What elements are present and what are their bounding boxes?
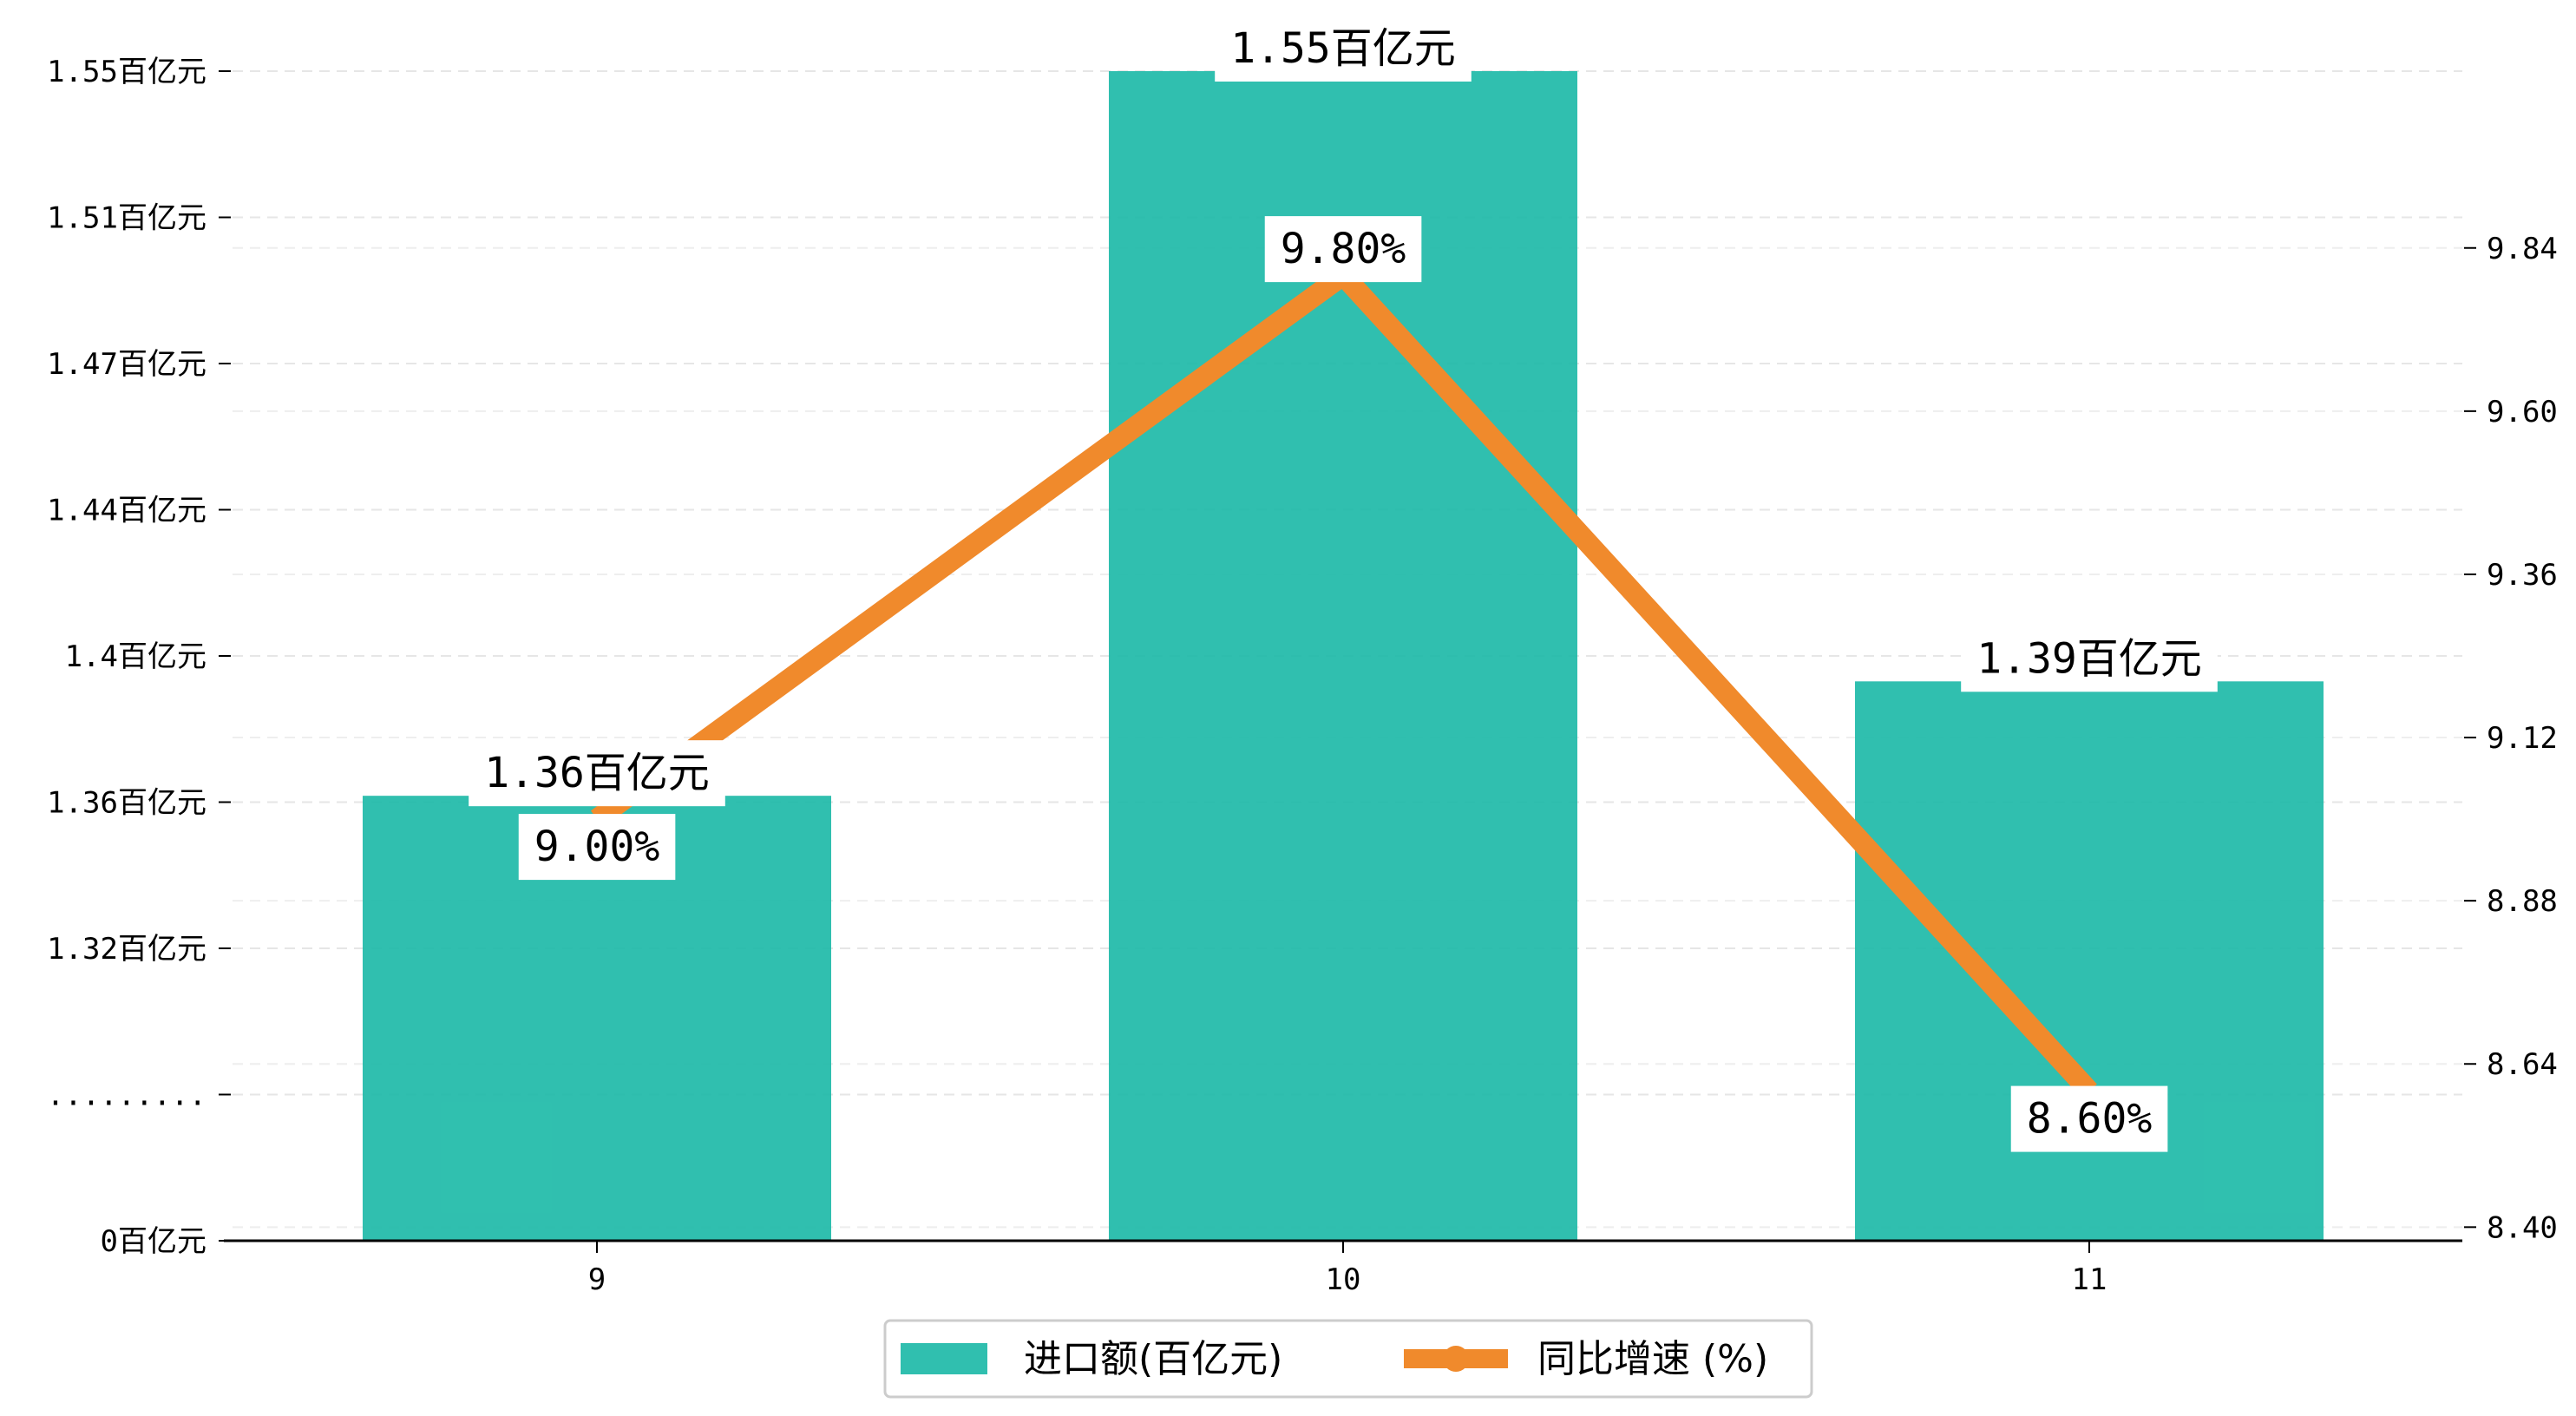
- y-left-tick-label: 1.44百亿元: [47, 494, 206, 528]
- growth-value-label-box: [1264, 216, 1422, 283]
- y-right-tick-label: 9.84: [2487, 232, 2558, 266]
- y-left-tick-label: 1.55百亿元: [47, 55, 206, 89]
- y-right-tick-label: 9.12: [2487, 721, 2558, 756]
- y-right-tick-label: 8.64: [2487, 1047, 2558, 1082]
- growth-value-label: 9.00%: [518, 814, 676, 881]
- y-left-tick-label: .........: [47, 1078, 206, 1113]
- bar-value-label-text: 1.55百亿元: [1230, 24, 1456, 73]
- growth-value-label-text: 9.80%: [1281, 225, 1406, 273]
- y-left-tick-label: 1.51百亿元: [47, 201, 206, 236]
- bar-value-label: 1.39百亿元: [1961, 626, 2218, 692]
- x-tick-label: 11: [2072, 1262, 2107, 1297]
- growth-value-label: 9.80%: [1264, 216, 1422, 283]
- legend-line-marker: [1443, 1346, 1469, 1372]
- y-right-tick-label: 9.60: [2487, 395, 2558, 429]
- y-left-tick-label: 1.32百亿元: [47, 932, 206, 967]
- bar-value-label-box: [1215, 16, 1472, 82]
- bar-value-label-text: 1.39百亿元: [1976, 634, 2202, 683]
- growth-value-label: 8.60%: [2010, 1085, 2168, 1152]
- y-left-tick-label: 0百亿元: [101, 1224, 206, 1259]
- bar-value-label-text: 1.36百亿元: [484, 749, 710, 797]
- y-left-tick-label: 1.4百亿元: [65, 639, 206, 674]
- bar-11: [1855, 681, 2324, 1241]
- x-tick-label: 10: [1326, 1262, 1361, 1297]
- growth-value-label-box: [518, 814, 676, 881]
- bar-value-label: 1.36百亿元: [469, 740, 725, 807]
- bar-value-label: 1.55百亿元: [1215, 16, 1472, 82]
- legend-bar-swatch: [901, 1343, 987, 1374]
- legend-bar-label: 进口额(百亿元): [1024, 1337, 1282, 1381]
- y-right-tick-label: 8.88: [2487, 884, 2558, 919]
- data-labels: 1.36百亿元 1.55百亿元 1.39百亿元 9.00% 9.80% 8.60%: [469, 16, 2218, 1152]
- growth-value-label-text: 9.00%: [534, 823, 660, 871]
- y-left-tick-label: 1.36百亿元: [47, 786, 206, 821]
- legend: 进口额(百亿元) 同比增速 (%): [883, 1319, 1813, 1399]
- bar-value-label-box: [469, 740, 725, 807]
- growth-value-label-text: 8.60%: [2027, 1095, 2153, 1144]
- x-tick-label: 9: [588, 1262, 606, 1297]
- legend-frame: [883, 1319, 1813, 1399]
- y-left-tick-label: 1.47百亿元: [47, 347, 206, 382]
- y-right-tick-label: 9.36: [2487, 558, 2558, 593]
- y-right-tick-label: 8.40: [2487, 1210, 2558, 1245]
- legend-line-label: 同比增速 (%): [1537, 1337, 1768, 1381]
- bar-value-label-box: [1961, 626, 2218, 692]
- axes: 9 10 11 0百亿元......... 1.32百亿元 1.36百亿元 1.4百亿元 1.…: [47, 55, 2558, 1297]
- growth-value-label-box: [2010, 1085, 2168, 1152]
